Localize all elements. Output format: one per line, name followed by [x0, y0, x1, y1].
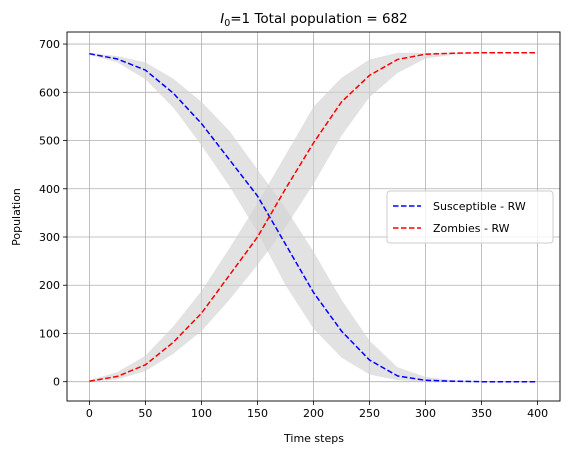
y-tick-label: 300 — [39, 231, 60, 244]
x-tick-label: 250 — [359, 407, 380, 420]
series-line-susceptible — [89, 52, 538, 383]
x-tick-label: 0 — [86, 407, 93, 420]
x-tick-label: 150 — [247, 407, 268, 420]
y-ticks: 0 100 200 300 400 500 600 700 — [39, 38, 67, 389]
legend-label-zombies: Zombies - RW — [433, 222, 510, 235]
title-subscript: 0 — [224, 18, 230, 29]
series-line-zombies — [89, 51, 538, 382]
y-tick-label: 0 — [53, 376, 60, 389]
band-zombies — [89, 52, 538, 382]
x-tick-label: 350 — [471, 407, 492, 420]
legend: Susceptible - RW Zombies - RW — [386, 190, 554, 244]
x-tick-label: 400 — [527, 407, 548, 420]
chart-title: I0=1 Total population = 682 — [220, 11, 408, 29]
title-rest: =1 Total population = 682 — [230, 11, 408, 27]
x-ticks: 0 50 100 150 200 250 300 350 400 — [86, 401, 548, 420]
title-variable: I — [220, 11, 224, 27]
x-tick-label: 100 — [191, 407, 212, 420]
x-tick-label: 50 — [138, 407, 152, 420]
y-tick-label: 700 — [39, 38, 60, 51]
y-tick-label: 100 — [39, 327, 60, 340]
series-lines — [89, 51, 538, 383]
x-axis-label: Time steps — [283, 432, 344, 445]
legend-label-susceptible: Susceptible - RW — [433, 200, 526, 213]
x-tick-label: 200 — [303, 407, 324, 420]
y-tick-label: 200 — [39, 279, 60, 292]
y-axis-label: Population — [10, 188, 23, 246]
confidence-bands — [89, 52, 538, 382]
y-tick-label: 500 — [39, 135, 60, 148]
band-susceptible — [89, 52, 538, 382]
y-tick-label: 400 — [39, 183, 60, 196]
y-tick-label: 600 — [39, 86, 60, 99]
x-tick-label: 300 — [415, 407, 436, 420]
legend-box — [386, 190, 554, 244]
